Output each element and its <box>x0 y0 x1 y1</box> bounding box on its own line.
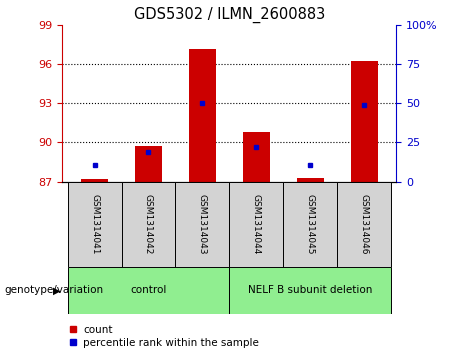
Title: GDS5302 / ILMN_2600883: GDS5302 / ILMN_2600883 <box>134 7 325 23</box>
Text: control: control <box>130 285 167 295</box>
Text: GSM1314045: GSM1314045 <box>306 194 315 254</box>
Bar <box>176 182 229 267</box>
Bar <box>351 61 378 182</box>
Bar <box>135 146 162 182</box>
Bar <box>337 182 391 267</box>
Text: NELF B subunit deletion: NELF B subunit deletion <box>248 285 372 295</box>
Text: ▶: ▶ <box>53 285 60 295</box>
Text: GSM1314043: GSM1314043 <box>198 194 207 254</box>
Bar <box>122 182 176 267</box>
Bar <box>189 49 216 182</box>
Text: GSM1314041: GSM1314041 <box>90 194 99 254</box>
Bar <box>297 178 324 182</box>
Bar <box>283 182 337 267</box>
Bar <box>81 179 108 182</box>
Legend: count, percentile rank within the sample: count, percentile rank within the sample <box>67 325 259 348</box>
Bar <box>230 267 391 314</box>
Bar <box>230 182 283 267</box>
Text: genotype/variation: genotype/variation <box>5 285 104 295</box>
Text: GSM1314044: GSM1314044 <box>252 194 261 254</box>
Text: GSM1314046: GSM1314046 <box>360 194 369 254</box>
Bar <box>243 132 270 182</box>
Bar <box>68 267 229 314</box>
Text: GSM1314042: GSM1314042 <box>144 194 153 254</box>
Bar <box>68 182 122 267</box>
